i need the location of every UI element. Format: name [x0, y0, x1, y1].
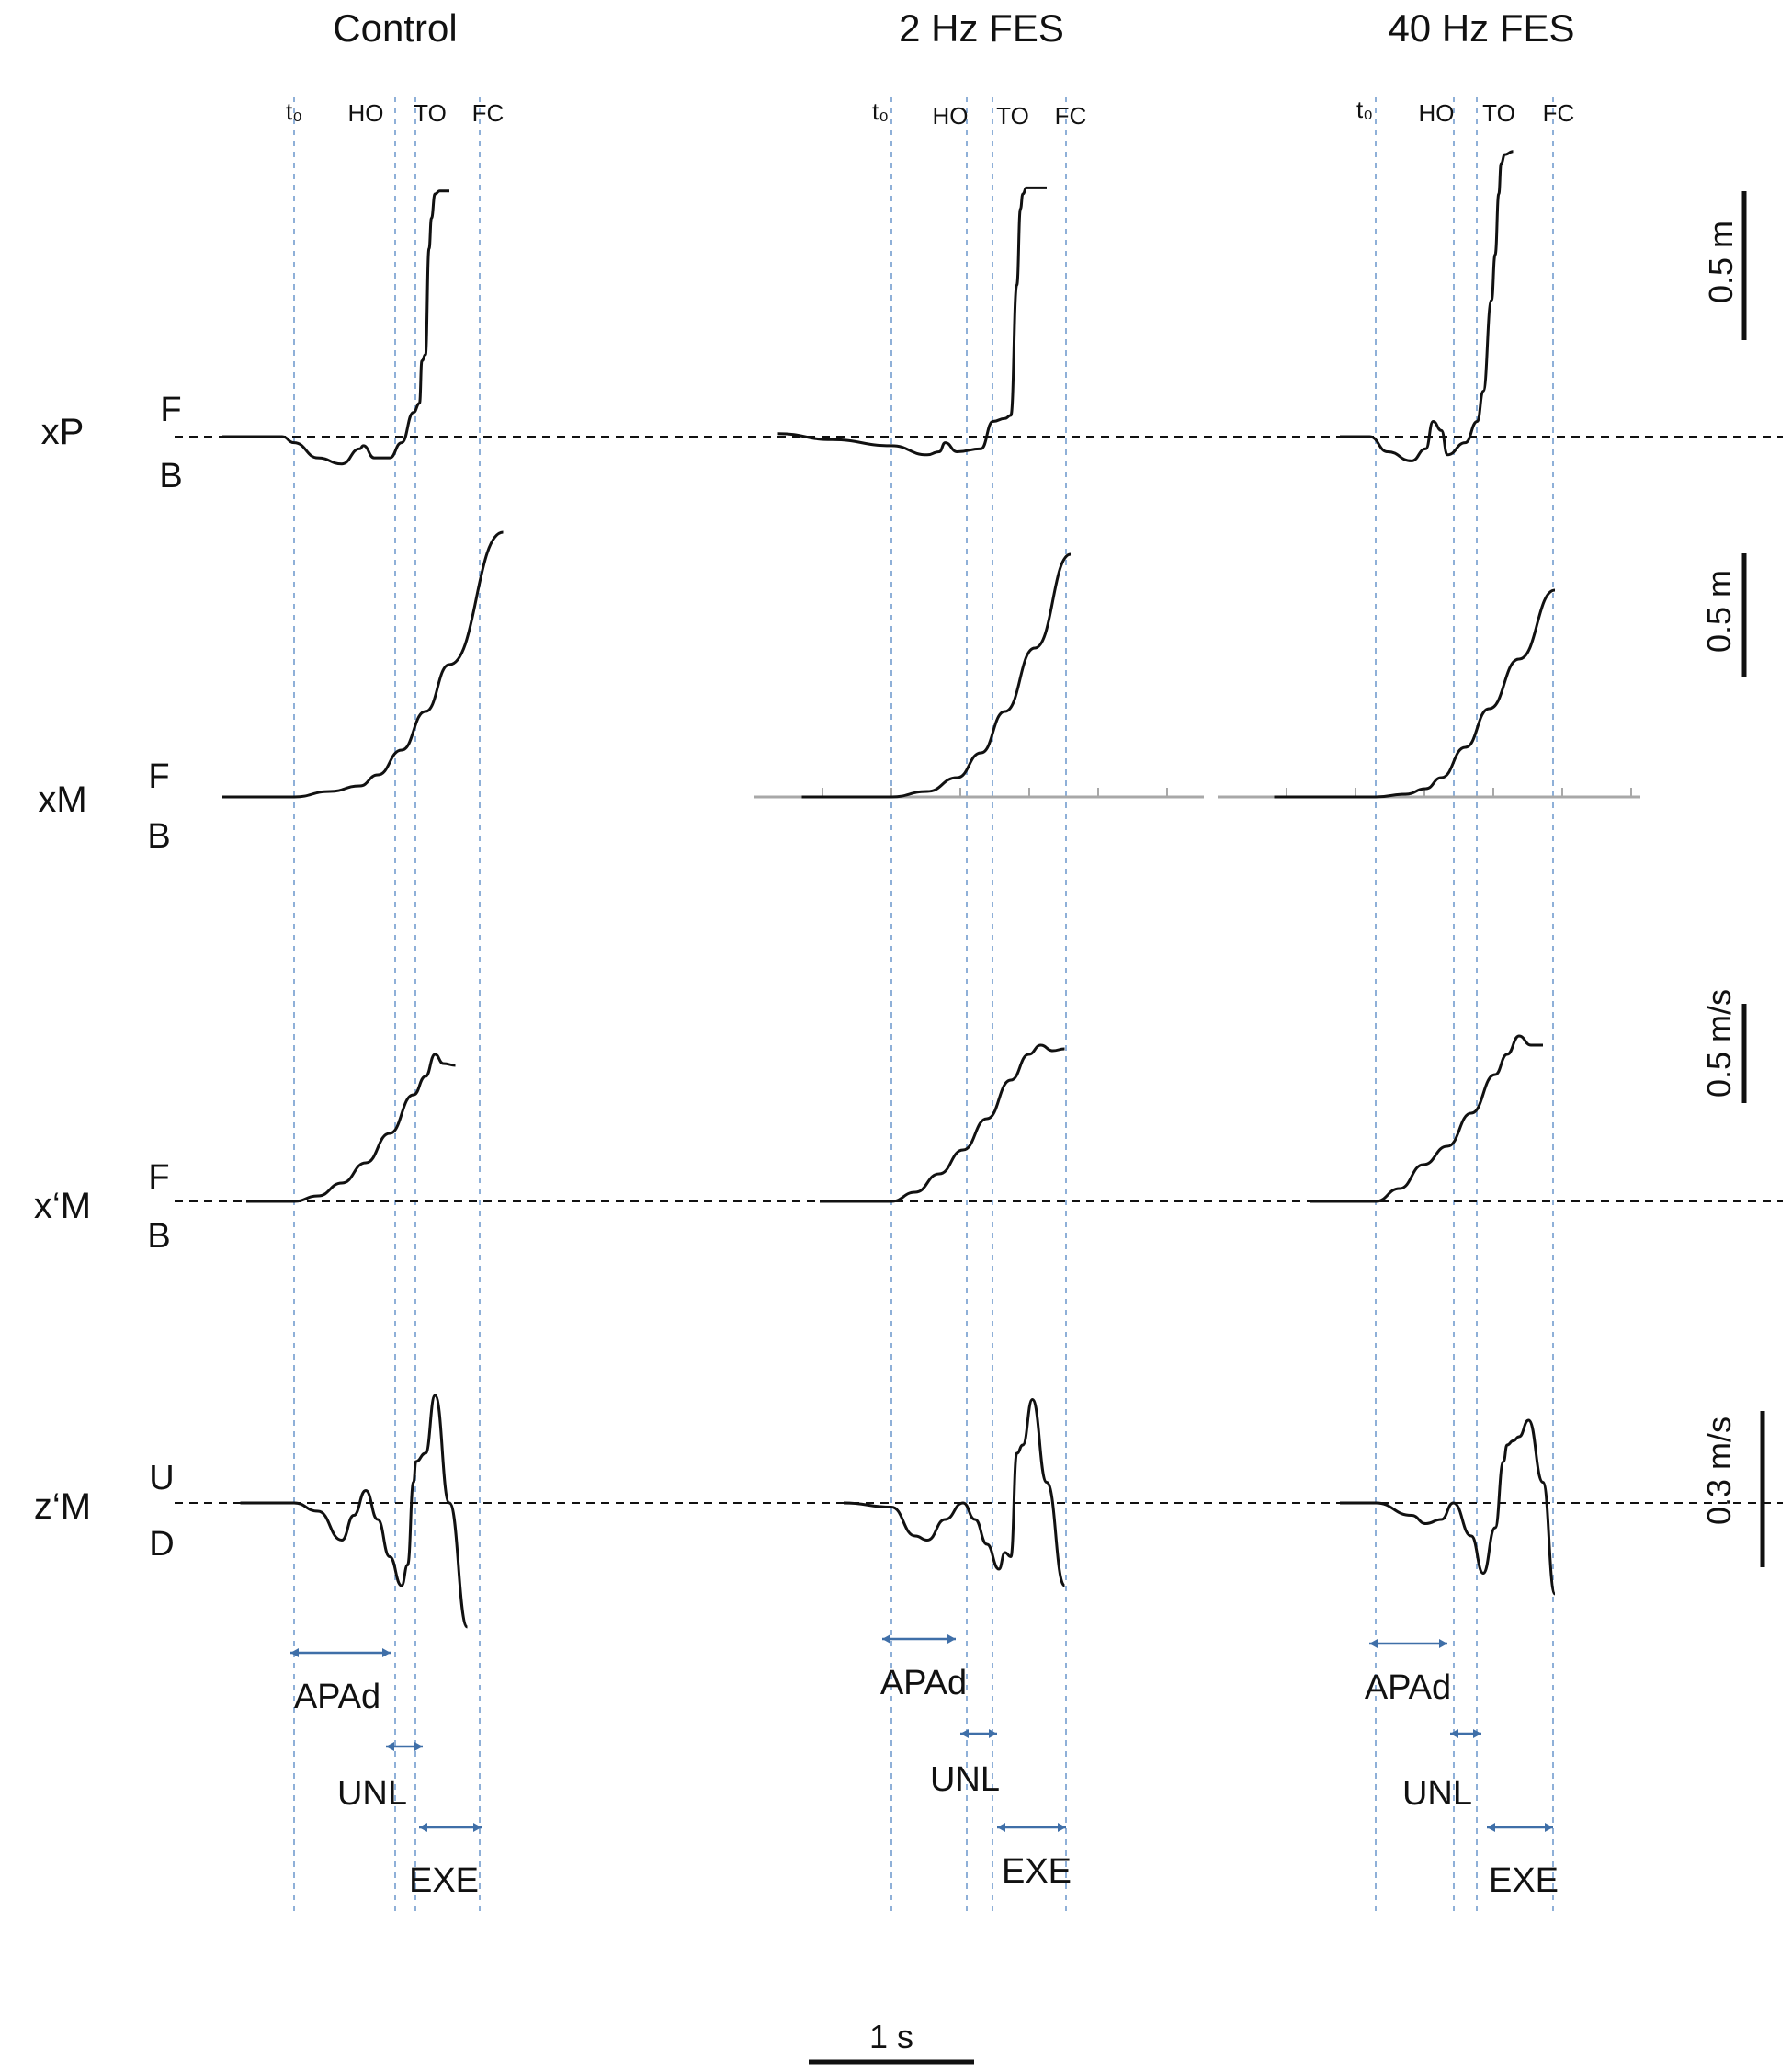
phase-label-apad-control: APAd: [294, 1678, 380, 1716]
phase-arrow-exe-2hz-head-right: [1058, 1823, 1066, 1832]
phase-arrow-exe-40hz-head-right: [1545, 1823, 1553, 1832]
event-label-t0-40hz: t₀: [1356, 96, 1373, 123]
phase-arrow-unl-control-head-left: [386, 1742, 394, 1751]
event-label-to-control: TO: [414, 99, 447, 127]
event-label-ho-control: HO: [348, 99, 384, 127]
phase-arrow-exe-40hz: [1487, 1823, 1553, 1832]
event-label-fc-40hz: FC: [1543, 99, 1575, 127]
phase-arrow-apad-control-head-right: [382, 1648, 391, 1657]
scale-label-x-prime-m: 0.5 m/s: [1700, 989, 1738, 1098]
phase-arrow-unl-40hz-head-left: [1450, 1729, 1458, 1738]
event-lines: [293, 97, 1554, 1917]
direction-label-xm-forward: F: [148, 757, 169, 796]
phase-arrow-apad-2hz-head-right: [947, 1634, 956, 1644]
condition-title-control: Control: [333, 6, 457, 50]
row-label-xp: xP: [41, 412, 85, 452]
phase-arrows: [290, 1634, 1553, 1832]
time-scale-label: 1 s: [869, 2018, 913, 2055]
trace-xp-2-hz-fes: [777, 186, 1047, 457]
phase-arrow-apad-control: [290, 1648, 391, 1657]
row-label-xm: xM: [38, 779, 86, 820]
baselines: [175, 436, 1783, 1504]
scale-label-z-prime-m: 0.3 m/s: [1700, 1417, 1738, 1525]
trace-xm-2-hz-fes: [801, 552, 1072, 799]
direction-label-xm-backward: B: [147, 817, 170, 856]
phase-arrow-exe-40hz-head-left: [1487, 1823, 1495, 1832]
phase-arrow-unl-40hz: [1450, 1729, 1481, 1738]
phase-arrow-exe-control-head-right: [473, 1823, 482, 1832]
phase-arrow-unl-2hz-head-right: [989, 1729, 997, 1738]
phase-arrow-apad-40hz: [1369, 1639, 1447, 1648]
trace-x-m-control: [246, 1053, 456, 1203]
trace-xm-control: [222, 530, 504, 799]
phase-arrow-apad-40hz-head-right: [1439, 1639, 1447, 1648]
trace-x-m-40-hz-fes: [1310, 1034, 1543, 1203]
phase-label-exe-40hz: EXE: [1489, 1861, 1559, 1900]
trace-z-m-control: [240, 1394, 469, 1629]
phase-arrow-apad-control-head-left: [290, 1648, 299, 1657]
direction-label-z-prime-m-down: D: [149, 1525, 174, 1564]
scale-label-xp: 0.5 m: [1702, 221, 1740, 303]
phase-arrow-apad-2hz-head-left: [882, 1634, 890, 1644]
phase-label-exe-2hz: EXE: [1002, 1852, 1072, 1891]
phase-label-exe-control: EXE: [409, 1861, 479, 1900]
phase-arrow-unl-40hz-head-right: [1473, 1729, 1481, 1738]
event-label-fc-2hz: FC: [1055, 102, 1087, 130]
phase-arrow-unl-control: [386, 1742, 423, 1751]
event-label-t0-2hz: t₀: [872, 97, 889, 125]
trace-x-m-2-hz-fes: [820, 1043, 1065, 1203]
trace-z-m-40-hz-fes: [1340, 1418, 1557, 1596]
event-label-ho-2hz: HO: [933, 102, 969, 130]
direction-label-xp-forward: F: [160, 391, 181, 429]
phase-label-unl-2hz: UNL: [930, 1760, 1000, 1799]
phase-arrow-exe-control-head-left: [419, 1823, 427, 1832]
event-label-t0-control: t₀: [286, 97, 302, 125]
direction-label-xp-backward: B: [159, 457, 182, 495]
phase-arrow-apad-40hz-head-left: [1369, 1639, 1378, 1648]
phase-arrow-exe-2hz-head-left: [997, 1823, 1005, 1832]
scale-label-xm: 0.5 m: [1700, 570, 1738, 653]
event-label-to-40hz: TO: [1482, 99, 1515, 127]
trace-z-m-2-hz-fes: [843, 1398, 1066, 1587]
event-label-ho-40hz: HO: [1419, 99, 1455, 127]
trace-xp-40-hz-fes: [1339, 150, 1514, 462]
condition-title-2hz-fes: 2 Hz FES: [899, 6, 1064, 50]
direction-label-x-prime-m-backward: B: [147, 1217, 170, 1256]
trace-xp-control: [221, 189, 449, 466]
phase-arrow-exe-control: [419, 1823, 482, 1832]
phase-arrow-unl-2hz: [960, 1729, 997, 1738]
traces: [221, 150, 1557, 1629]
phase-arrow-exe-2hz: [997, 1823, 1066, 1832]
row-label-z-prime-m: z‘M: [34, 1486, 91, 1527]
phase-arrow-unl-2hz-head-left: [960, 1729, 969, 1738]
direction-label-x-prime-m-forward: F: [148, 1158, 169, 1197]
phase-label-unl-control: UNL: [337, 1774, 407, 1813]
condition-title-40hz-fes: 40 Hz FES: [1388, 6, 1574, 50]
phase-label-unl-40hz: UNL: [1402, 1774, 1472, 1813]
trace-xm-40-hz-fes: [1274, 588, 1556, 799]
phase-label-apad-40hz: APAd: [1365, 1668, 1451, 1707]
phase-label-apad-2hz: APAd: [880, 1664, 967, 1702]
phase-arrow-unl-control-head-right: [414, 1742, 423, 1751]
row-label-x-prime-m: x‘M: [34, 1186, 91, 1226]
direction-label-z-prime-m-up: U: [149, 1459, 174, 1497]
phase-arrow-apad-2hz: [882, 1634, 956, 1644]
event-label-to-2hz: TO: [996, 102, 1029, 130]
event-label-fc-control: FC: [472, 99, 505, 127]
scale-bars: [1741, 191, 1765, 1567]
